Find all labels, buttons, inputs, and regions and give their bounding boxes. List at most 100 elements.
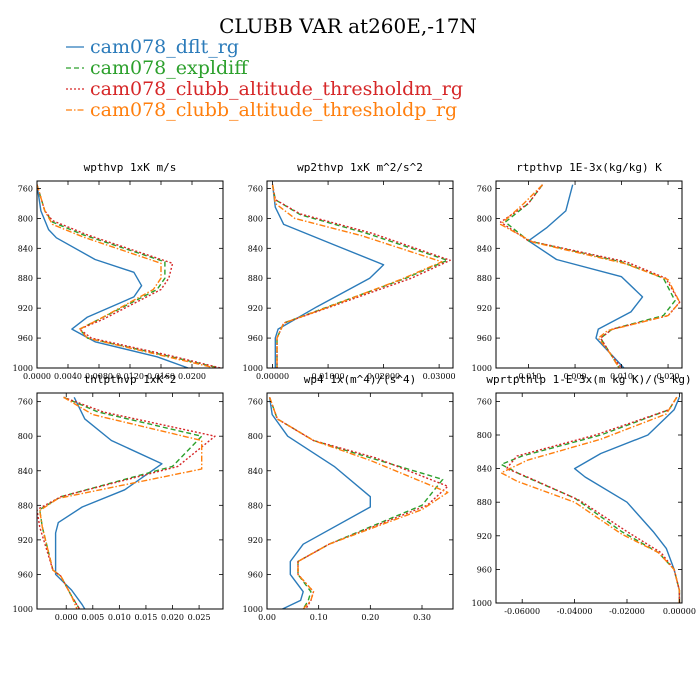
x-tick-label: 0.01000 [312, 372, 345, 381]
y-tick-label: 760 [477, 397, 492, 406]
y-tick-label: 880 [477, 274, 492, 283]
panel-6: wprtpthlp 1-E-3x(m kg K)/(s kg) 760 800 840… [472, 373, 696, 616]
series-line [527, 184, 644, 368]
y-tick-label: 880 [248, 501, 263, 510]
x-tick-label: 0.03000 [423, 372, 456, 381]
x-tick-label: 0.0080 [85, 372, 113, 381]
y-tick-label: 800 [18, 432, 33, 441]
panel-1: wpthvp 1xK m/s76080084088092096010000.00… [13, 161, 224, 381]
panel-title: wprtpthlp 1-E-3x(m kg K)/(s kg) [486, 373, 691, 386]
legend-entry: cam078_dflt_rg [90, 36, 239, 58]
plot-frame [36, 392, 224, 610]
panel-3: rtpthvp 1E-3x(kg/kg) K 760 800 840 880 920 960… [472, 161, 683, 381]
x-tick-label: 0.0040 [54, 372, 82, 381]
y-tick-label: 960 [18, 570, 33, 579]
x-tick-label: 0.020 [657, 372, 680, 381]
series-line [499, 184, 681, 368]
y-tick-label: 840 [248, 244, 263, 253]
y-tick-label: 760 [18, 398, 33, 407]
y-tick-label: 920 [248, 304, 263, 313]
series-line [499, 184, 681, 368]
panel-title: wp2thvp 1xK m^2/s^2 [297, 161, 423, 174]
y-tick-label: 840 [18, 467, 33, 476]
y-tick-label: 1000 [472, 599, 492, 608]
panel-title: rtpthvp 1E-3x(kg/kg) K [516, 161, 662, 174]
panel-title: wpthvp 1xK m/s [84, 161, 177, 174]
y-tick-label: 1000 [13, 364, 33, 373]
x-tick-label: -0.06000 [504, 607, 540, 616]
y-tick-label: 920 [248, 536, 263, 545]
series-line [37, 184, 221, 368]
series-line [268, 397, 449, 609]
series-line [39, 396, 203, 609]
y-tick-label: 960 [248, 570, 263, 579]
plot-frame [495, 392, 683, 604]
y-tick-label: 800 [18, 214, 33, 223]
series-line [37, 184, 216, 368]
x-tick-label: 0.000 [564, 372, 587, 381]
x-tick-label: -0.010 [516, 372, 542, 381]
series-line [500, 396, 681, 603]
y-tick-label: 880 [477, 498, 492, 507]
series-line [505, 396, 681, 603]
plot-frame [36, 180, 224, 369]
legend: cam078_dflt_rgcam078_expldiffcam078_club… [66, 36, 463, 121]
y-tick-label: 920 [18, 536, 33, 545]
y-tick-label: 1000 [243, 364, 263, 373]
plot-frame [266, 392, 454, 610]
series-line [271, 184, 451, 368]
y-tick-label: 960 [248, 334, 263, 343]
y-tick-label: 800 [248, 214, 263, 223]
series-line [504, 184, 676, 368]
y-tick-label: 880 [18, 501, 33, 510]
series-line [271, 184, 385, 368]
y-tick-label: 800 [477, 431, 492, 440]
x-tick-label: -0.04000 [557, 607, 593, 616]
panel-title: thlpthvp 1xK^2 [84, 373, 177, 386]
y-tick-label: 760 [248, 184, 263, 193]
series-line [37, 184, 189, 368]
series-line [573, 396, 681, 603]
x-tick-label: 0.0200 [178, 372, 206, 381]
x-tick-label: 0.025 [188, 613, 211, 622]
y-tick-label: 760 [18, 184, 33, 193]
legend-entry: cam078_clubb_altitude_thresholdm_rg [90, 78, 463, 100]
series-line [268, 397, 449, 609]
y-tick-label: 920 [477, 304, 492, 313]
legend-entry: cam078_clubb_altitude_thresholdp_rg [90, 99, 457, 121]
x-tick-label: 0.015 [134, 613, 157, 622]
x-tick-label: 0.00000 [256, 372, 289, 381]
y-tick-label: 880 [18, 274, 33, 283]
series-line [37, 184, 220, 368]
x-tick-label: -0.02000 [609, 607, 645, 616]
y-tick-label: 800 [477, 214, 492, 223]
panel-5: wp4 1x(m^4)/(s^4)76080084088092096010000… [243, 373, 454, 622]
x-tick-label: 0.005 [81, 613, 104, 622]
y-tick-label: 920 [18, 304, 33, 313]
y-tick-label: 760 [477, 184, 492, 193]
x-tick-label: 0.20 [361, 613, 379, 622]
y-tick-label: 1000 [243, 605, 263, 614]
y-tick-label: 840 [477, 244, 492, 253]
plot-frame [266, 180, 454, 369]
series-line [271, 184, 443, 368]
legend-entry: cam078_expldiff [90, 57, 249, 79]
panel-title: wp4 1x(m^4)/(s^4) [304, 373, 417, 386]
x-tick-label: 0.10 [310, 613, 328, 622]
y-tick-label: 800 [248, 432, 263, 441]
y-tick-label: 840 [18, 244, 33, 253]
x-tick-label: 0.020 [161, 613, 184, 622]
y-tick-label: 1000 [472, 364, 492, 373]
y-tick-label: 960 [477, 565, 492, 574]
x-tick-label: 0.30 [413, 613, 431, 622]
series-line [271, 184, 449, 368]
y-tick-label: 920 [477, 532, 492, 541]
series-line [500, 396, 681, 603]
x-tick-label: 0.010 [610, 372, 633, 381]
y-tick-label: 840 [248, 467, 263, 476]
x-tick-label: 0.0120 [116, 372, 144, 381]
series-line [39, 396, 203, 609]
y-tick-label: 840 [477, 465, 492, 474]
panel-grid: wpthvp 1xK m/s76080084088092096010000.00… [13, 161, 696, 622]
